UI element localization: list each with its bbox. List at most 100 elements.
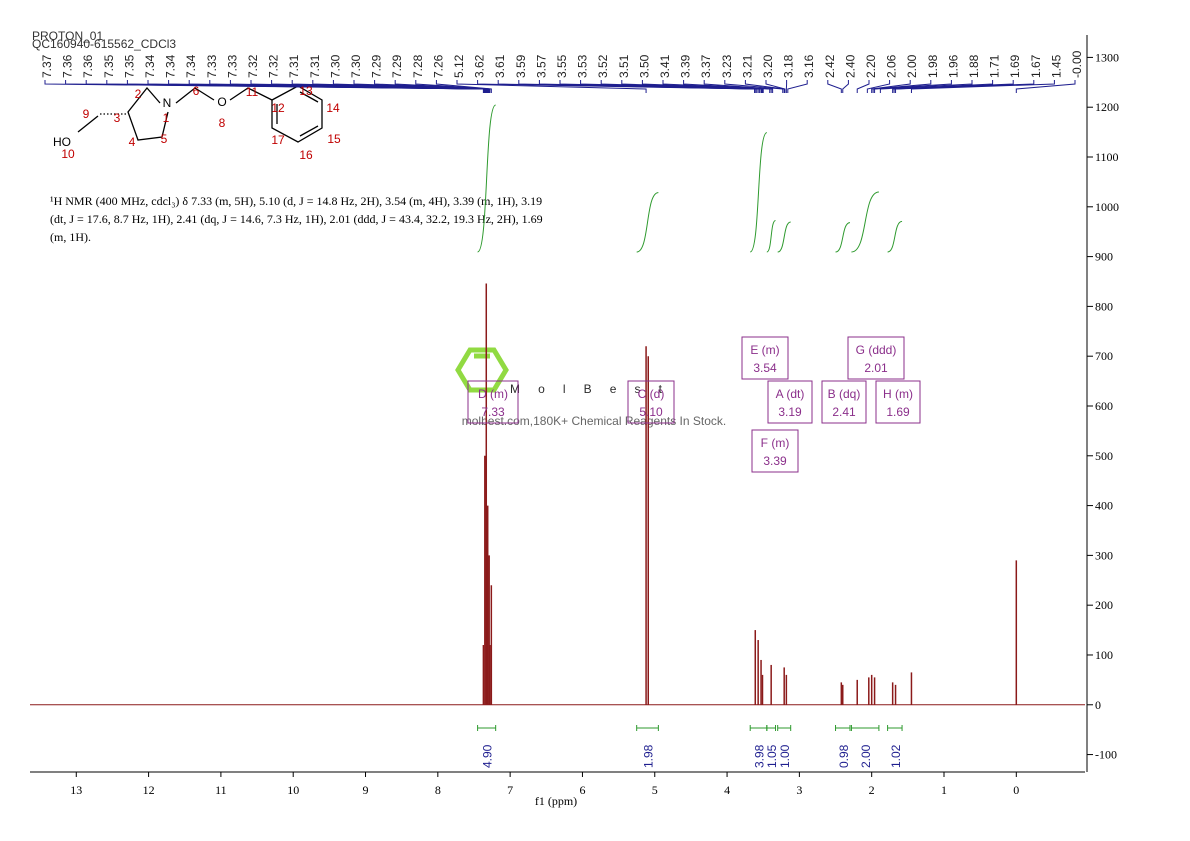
- peak-label: 2.40: [843, 54, 857, 78]
- multiplet-shift: 3.54: [753, 361, 777, 375]
- peak-label: 3.59: [514, 54, 528, 78]
- peak-label: 3.18: [782, 54, 796, 78]
- peak-leader: [765, 80, 786, 93]
- peak-label: 3.52: [596, 54, 610, 78]
- description: (m, 1H).: [50, 230, 91, 244]
- peak-label: 3.51: [617, 54, 631, 78]
- integral-bracket: [477, 725, 497, 731]
- integral-bracket: [850, 725, 880, 731]
- atom-number: 16: [299, 148, 313, 162]
- x-axis-label: f1 (ppm): [535, 794, 577, 808]
- x-tick-label: 4: [724, 783, 730, 797]
- peak-label: 3.39: [679, 54, 693, 78]
- atom-number: 3: [114, 111, 121, 125]
- y-tick-label: 1200: [1095, 100, 1119, 114]
- atom-number: 17: [271, 133, 285, 147]
- description: (dt, J = 17.6, 8.7 Hz, 1H), 2.41 (dq, J …: [50, 212, 543, 226]
- peak-label: 3.55: [555, 54, 569, 78]
- atom-number: 13: [299, 84, 313, 98]
- multiplet-name: D (m): [478, 387, 508, 401]
- x-tick-label: 11: [215, 783, 227, 797]
- peak-label: 1.67: [1029, 54, 1043, 78]
- peak-label: 7.37: [40, 54, 54, 78]
- peak-label: 7.29: [370, 54, 384, 78]
- peak-label: 7.31: [287, 54, 301, 78]
- peak-label: 7.28: [411, 54, 425, 78]
- y-tick-label: 1000: [1095, 200, 1119, 214]
- atom-number: 5: [161, 132, 168, 146]
- multiplet-shift: 2.01: [864, 361, 888, 375]
- y-tick-label: 700: [1095, 349, 1113, 363]
- integral-curve: [887, 220, 903, 253]
- peak-label: 7.35: [122, 54, 136, 78]
- x-tick-label: 12: [143, 783, 155, 797]
- multiplet-name: B (dq): [828, 387, 861, 401]
- integral-curve: [835, 222, 851, 253]
- peak-leader: [874, 80, 952, 93]
- y-tick-label: 900: [1095, 250, 1113, 264]
- peak-leader: [879, 80, 973, 93]
- x-tick-label: 10: [287, 783, 299, 797]
- peak-label: 3.53: [576, 54, 590, 78]
- peak-leader: [842, 80, 849, 93]
- multiplet-box: [847, 336, 905, 380]
- x-tick-label: 9: [363, 783, 369, 797]
- watermark-tagline: molbest.com,180K+ Chemical Reagents In S…: [462, 414, 726, 428]
- multiplet-name: F (m): [761, 436, 790, 450]
- y-tick-label: 100: [1095, 648, 1113, 662]
- structure-bonds: [77, 85, 323, 143]
- peak-label: 7.36: [61, 54, 75, 78]
- atom-number: 1: [163, 111, 170, 125]
- atom-number: 15: [327, 132, 341, 146]
- peak-leader: [910, 80, 1055, 93]
- peak-label: 7.36: [81, 54, 95, 78]
- atom-number: 6: [193, 84, 200, 98]
- peak-label: 3.37: [699, 54, 713, 78]
- y-tick-label: 800: [1095, 299, 1113, 313]
- atom-label: O: [217, 95, 226, 109]
- y-tick-label: 200: [1095, 598, 1113, 612]
- peak-label: 3.41: [658, 54, 672, 78]
- peak-label: 3.20: [761, 54, 775, 78]
- atom-number: 10: [61, 147, 75, 161]
- peak-leader: [662, 80, 771, 93]
- peak-label: 7.26: [431, 54, 445, 78]
- multiplet-name: C (d): [638, 387, 665, 401]
- watermark-icon: [455, 347, 509, 393]
- multiplet-shift: 7.33: [481, 405, 505, 419]
- x-tick-label: 6: [579, 783, 585, 797]
- peak-label: 5.12: [452, 54, 466, 78]
- peak-label: -0.00: [1070, 50, 1084, 78]
- atom-label: HO: [53, 135, 71, 149]
- multiplet-box: [627, 380, 675, 424]
- multiplet-box: [751, 429, 799, 473]
- x-tick-label: 2: [869, 783, 875, 797]
- peak-leader: [456, 80, 647, 93]
- peak-leader: [724, 80, 784, 93]
- header-text: PROTON_01: [32, 29, 103, 43]
- peak-leader: [435, 80, 492, 93]
- multiplet-name: E (m): [750, 343, 779, 357]
- integral-label: 1.05: [765, 744, 779, 768]
- integral-bracket: [835, 725, 851, 731]
- integral-curve: [851, 191, 880, 253]
- x-tick-label: 3: [796, 783, 802, 797]
- peak-label: 3.50: [637, 54, 651, 78]
- peak-label: 7.34: [164, 54, 178, 78]
- y-tick-label: 600: [1095, 399, 1113, 413]
- integral-label: 1.00: [778, 744, 792, 768]
- peak-label: 1.69: [1008, 54, 1022, 78]
- y-tick-label: -100: [1095, 748, 1117, 762]
- peak-leader: [866, 80, 891, 93]
- integral-curve: [477, 104, 497, 253]
- peak-label: 7.34: [184, 54, 198, 78]
- peak-label: 3.61: [493, 54, 507, 78]
- peak-label: 7.30: [328, 54, 342, 78]
- multiplet-shift: 2.41: [832, 405, 856, 419]
- integral-label: 1.98: [642, 744, 656, 768]
- multiplet-box: [821, 380, 867, 424]
- peak-label: 7.33: [205, 54, 219, 78]
- peak-leader: [871, 80, 911, 93]
- multiplet-shift: 1.69: [886, 405, 910, 419]
